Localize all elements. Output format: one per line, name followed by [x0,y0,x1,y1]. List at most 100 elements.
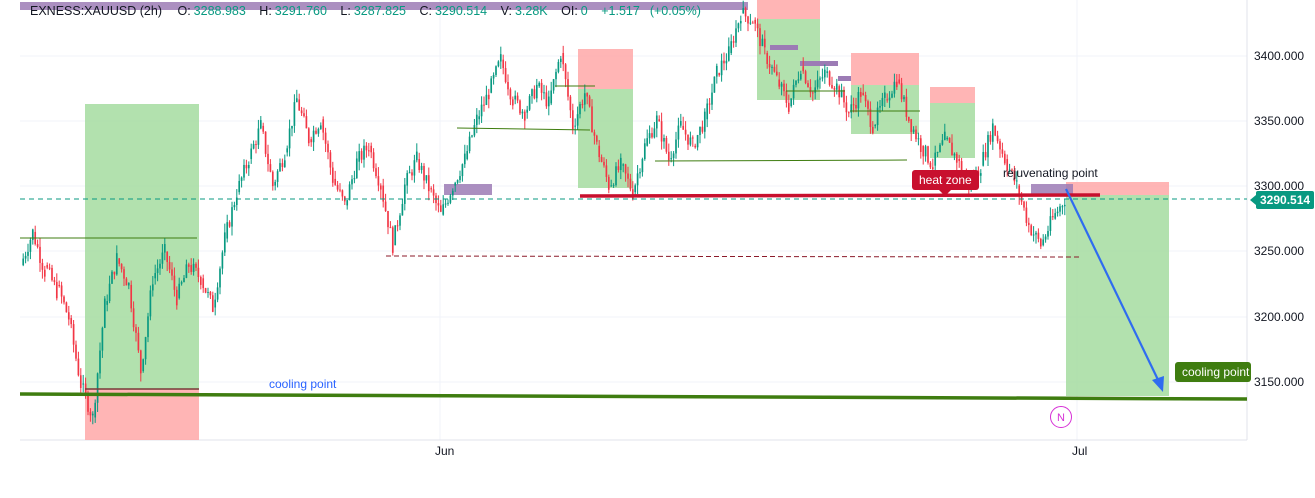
x-axis-labels: Jun Jul [435,444,1087,458]
candle-body [327,143,329,153]
candle-body [307,128,310,144]
candle-body [936,151,939,153]
candle-body [459,176,461,181]
candle-body [603,161,605,166]
candle-body [48,267,51,269]
candle-body [571,110,574,130]
candle-body [943,131,946,141]
candle-body [859,91,862,97]
candle-body [720,60,723,76]
candle-body [874,125,877,127]
candle-body [509,89,512,100]
candle-body [238,180,241,193]
news-event-icon[interactable]: N [1050,406,1072,428]
candle-body [449,195,452,203]
candle-body [855,105,857,109]
candle-body [58,284,61,286]
candle-body [809,87,812,93]
candle-body [29,239,32,252]
candle-body [209,291,212,296]
candle-body [190,265,193,272]
rejuvenating-point-label[interactable]: rejuvenating point [1003,166,1098,180]
symbol-name[interactable]: EXNESS:XAUUSD (2h) [30,4,162,18]
candle-body [775,71,778,76]
candle-body [322,119,325,133]
candle-body [415,151,418,161]
candle-body [526,109,529,113]
heat-zone-tag[interactable]: heat zone [912,170,979,196]
candle-body [245,164,248,169]
candle-body [881,97,884,107]
candle-body [715,65,718,77]
candle-body [996,135,999,142]
candle-body [451,190,454,196]
candle-body [221,252,224,269]
high-value: 3291.760 [274,4,327,18]
candle-body [886,99,889,101]
candle-body [1013,170,1016,182]
candle-body [276,171,279,182]
candle-body [994,125,997,136]
candle-body [168,262,171,270]
candle-body [139,350,142,374]
candle-body [135,327,137,333]
candle-body [648,133,651,139]
candle-body [151,284,154,291]
candle-body [845,102,848,113]
candle-body [754,19,757,24]
candle-body [468,136,471,152]
candle-body [670,158,673,160]
candle-body [689,137,692,145]
candle-body [535,84,538,99]
candle-body [487,94,490,100]
candle-body [514,95,517,100]
red-zone-1 [85,389,199,440]
purple-zone-mid2 [800,61,838,66]
candle-body [732,41,735,43]
candle-body [1054,213,1057,219]
candle-body [600,157,603,162]
candle-body [226,222,229,239]
candle-body [574,125,577,127]
candle-body [250,148,253,160]
candle-body [619,157,622,171]
candle-body [1030,225,1033,236]
candle-body [324,132,327,144]
candle-body [94,402,97,418]
candle-body [118,258,121,264]
candle-body [420,165,423,171]
candle-body [1027,222,1030,225]
candle-body [65,302,68,313]
candle-body [898,79,901,84]
red-zone-6 [1066,182,1169,195]
close-value: 3290.514 [434,4,488,18]
candle-body [439,205,442,212]
candle-body [816,79,819,88]
grid [20,0,1247,440]
candle-body [233,205,236,208]
candle-body [288,128,291,149]
candle-body [677,125,680,140]
candle-body [406,173,409,186]
candle-body [576,114,579,126]
cooling-point-text[interactable]: cooling point [269,377,337,391]
candle-body [939,144,941,152]
cooling-point-tag[interactable]: cooling point [1175,362,1251,382]
low-value: 3287.825 [353,4,406,18]
candle-body [960,161,963,173]
candle-body [286,148,289,153]
candle-body [910,119,913,132]
candle-body [723,60,725,64]
y-tick-label: 3400.000 [1254,49,1304,63]
dashed-support-line [385,255,1083,258]
candle-body [334,178,337,185]
y-tick-label: 3300.000 [1254,179,1304,193]
candle-body [682,125,685,130]
change-percent: (+0.05%) [649,4,701,18]
candle-body [22,258,25,266]
candle-body [610,185,613,187]
candle-body [283,160,286,167]
red-zone-4 [851,53,919,85]
candle-body [876,107,879,126]
